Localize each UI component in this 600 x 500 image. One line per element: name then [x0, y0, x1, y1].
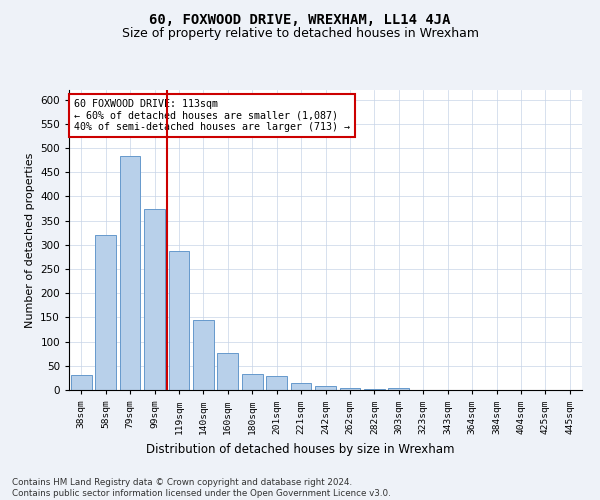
Bar	[119, 156, 140, 390]
Y-axis label: Number of detached properties: Number of detached properties	[25, 152, 35, 328]
Bar	[290, 382, 311, 390]
Bar	[169, 250, 190, 390]
Text: Contains HM Land Registry data © Crown copyright and database right 2024.
Contai: Contains HM Land Registry data © Crown c…	[12, 478, 391, 498]
Bar	[95, 235, 116, 390]
Bar	[364, 389, 385, 390]
Text: Distribution of detached houses by size in Wrexham: Distribution of detached houses by size …	[146, 442, 454, 456]
Bar	[388, 388, 409, 390]
Bar	[144, 208, 165, 390]
Bar	[315, 386, 336, 390]
Bar	[266, 376, 287, 390]
Text: 60, FOXWOOD DRIVE, WREXHAM, LL14 4JA: 60, FOXWOOD DRIVE, WREXHAM, LL14 4JA	[149, 12, 451, 26]
Bar	[340, 388, 361, 390]
Bar	[242, 374, 263, 390]
Bar	[193, 320, 214, 390]
Text: 60 FOXWOOD DRIVE: 113sqm
← 60% of detached houses are smaller (1,087)
40% of sem: 60 FOXWOOD DRIVE: 113sqm ← 60% of detach…	[74, 99, 350, 132]
Text: Size of property relative to detached houses in Wrexham: Size of property relative to detached ho…	[121, 28, 479, 40]
Bar	[217, 353, 238, 390]
Bar	[71, 374, 92, 390]
